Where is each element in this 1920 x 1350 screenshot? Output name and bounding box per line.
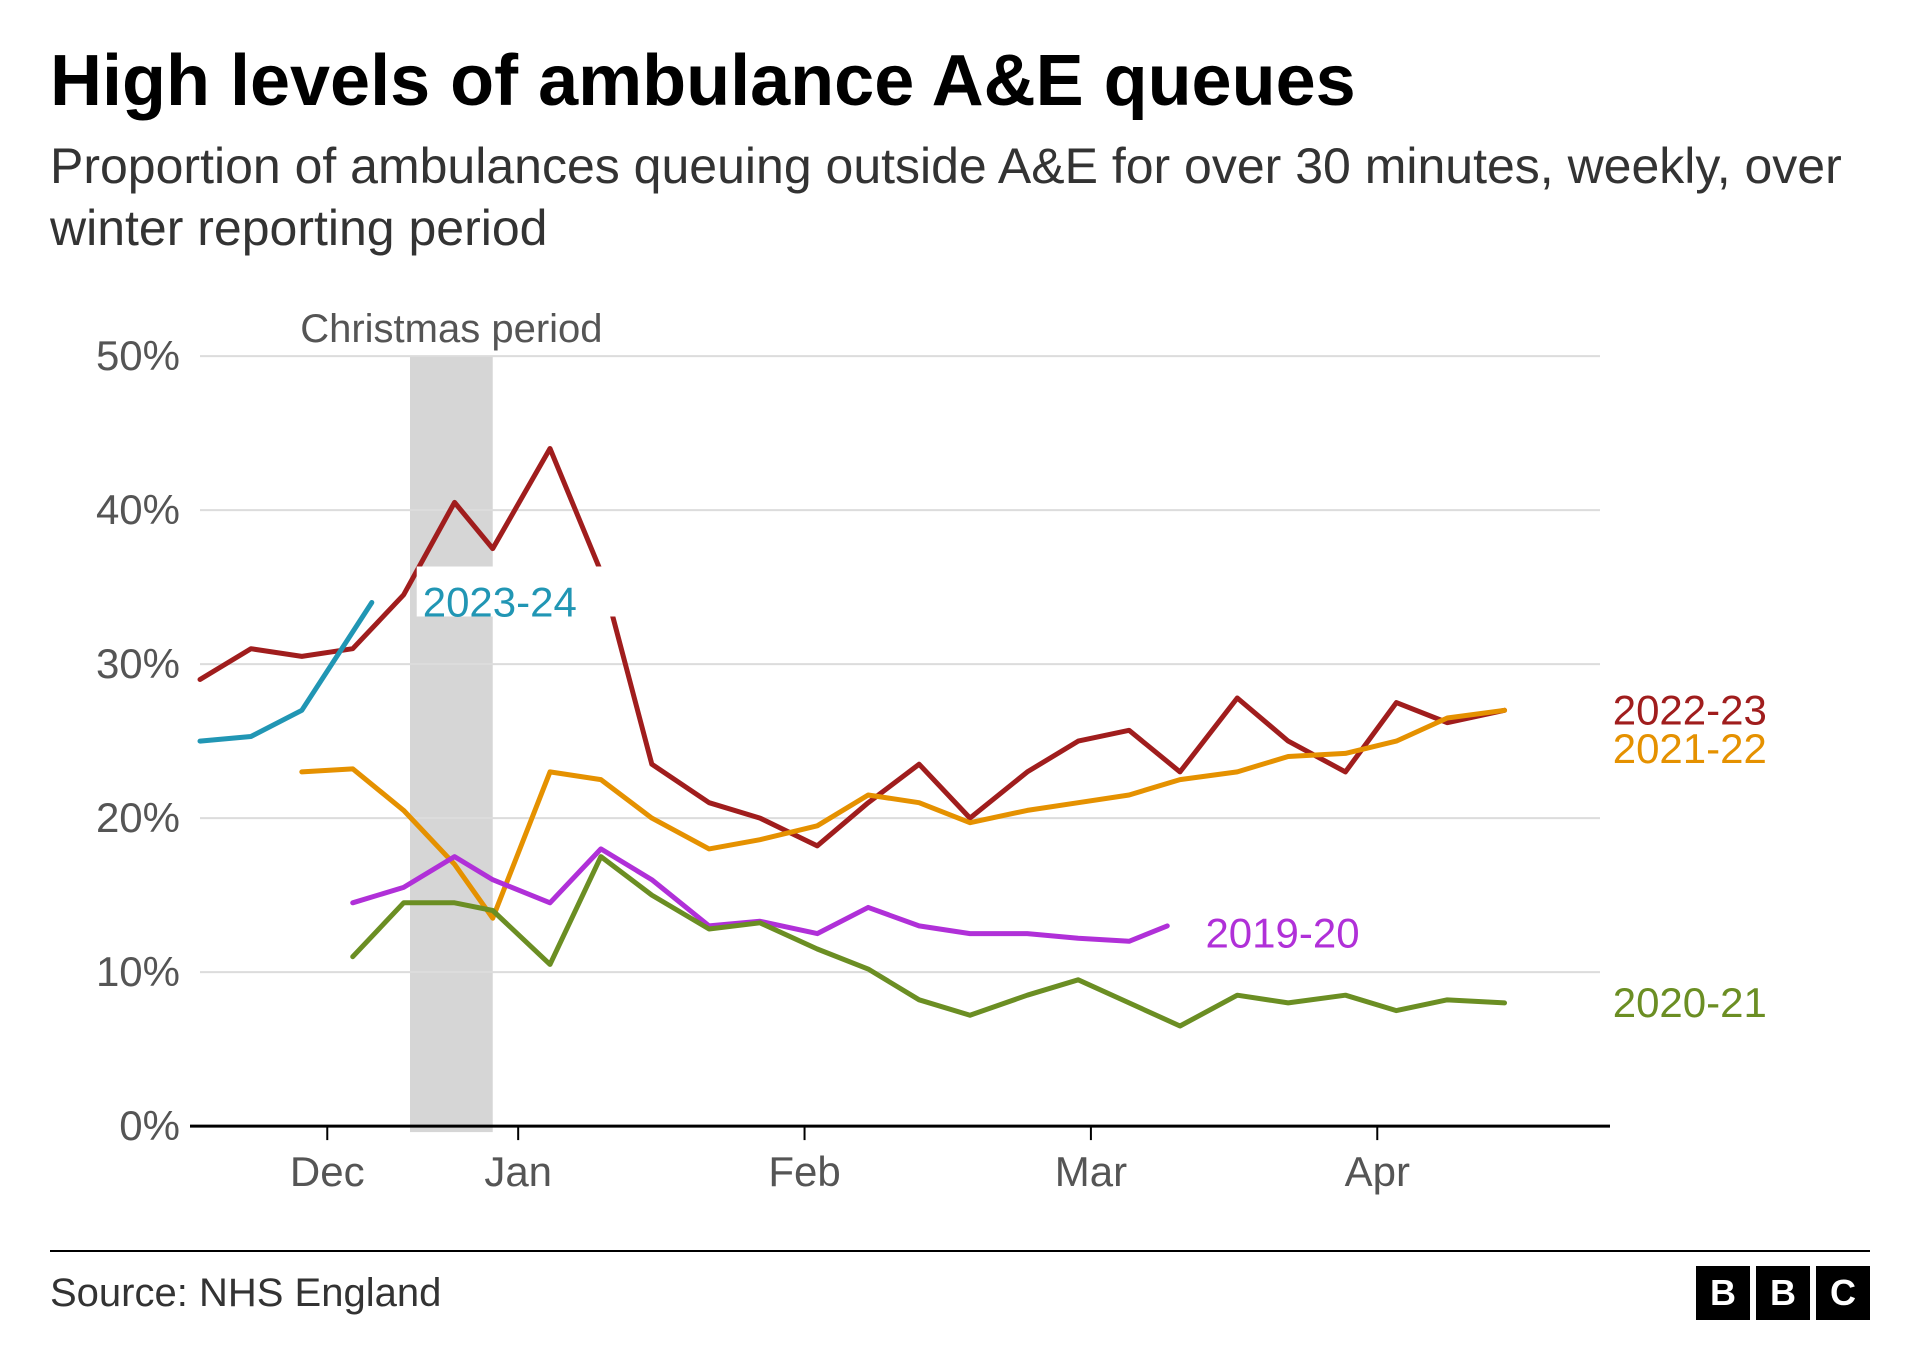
svg-text:2023-24: 2023-24 (423, 578, 577, 625)
svg-text:10%: 10% (96, 948, 180, 995)
chart-subtitle: Proportion of ambulances queuing outside… (50, 135, 1870, 260)
bbc-logo-c: C (1816, 1266, 1870, 1320)
bbc-logo-b1: B (1696, 1266, 1750, 1320)
svg-text:Jan: Jan (484, 1148, 552, 1195)
bbc-logo: B B C (1696, 1266, 1870, 1320)
svg-text:2020-21: 2020-21 (1613, 979, 1767, 1026)
chart-footer: Source: NHS England B B C (50, 1250, 1870, 1320)
svg-text:Apr: Apr (1345, 1148, 1410, 1195)
bbc-logo-b2: B (1756, 1266, 1810, 1320)
svg-text:30%: 30% (96, 640, 180, 687)
svg-text:20%: 20% (96, 794, 180, 841)
svg-text:2019-20: 2019-20 (1205, 909, 1359, 956)
line-chart: 0% 10% 20% 30% 40% 50% Dec Jan Feb Mar Apr Christma… (50, 270, 1870, 1242)
chart-area: 0% 10% 20% 30% 40% 50% Dec Jan Feb Mar Apr Christma… (50, 270, 1870, 1242)
svg-text:Mar: Mar (1055, 1148, 1127, 1195)
svg-text:2021-22: 2021-22 (1613, 725, 1767, 772)
svg-text:40%: 40% (96, 486, 180, 533)
svg-text:Dec: Dec (290, 1148, 365, 1195)
svg-text:Christmas period: Christmas period (300, 307, 602, 351)
svg-text:Feb: Feb (768, 1148, 840, 1195)
svg-text:50%: 50% (96, 332, 180, 379)
svg-text:0%: 0% (119, 1102, 180, 1149)
chart-title: High levels of ambulance A&E queues (50, 40, 1870, 123)
source-text: Source: NHS England (50, 1271, 441, 1316)
